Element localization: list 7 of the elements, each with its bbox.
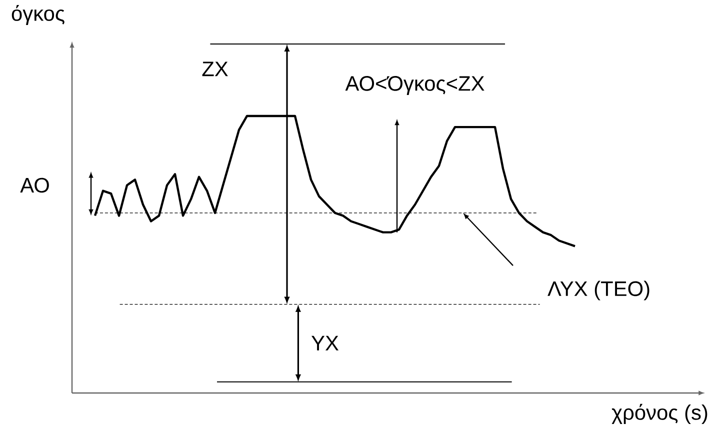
text: ΖΧ <box>202 62 228 76</box>
text: ΑΟ<Όγκος<ΖΧ <box>345 76 484 95</box>
annotation: ΥΧ <box>312 336 339 350</box>
text: ΑΟ <box>20 178 49 193</box>
annotation: ΛΥΧ (ΤΕΟ) <box>548 280 650 300</box>
x-axis-title: χρόνος (s) <box>612 404 708 424</box>
y-axis-title: όγκος <box>12 4 64 26</box>
